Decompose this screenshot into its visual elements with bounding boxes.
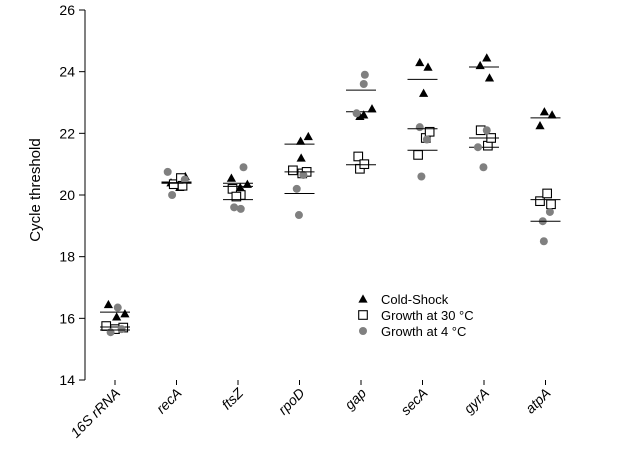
- data-point: [120, 309, 130, 318]
- x-tick-label-gap: gap: [341, 385, 369, 413]
- data-point: [355, 111, 365, 121]
- data-point: [231, 191, 242, 202]
- y-ticks: 14 16 18 20 22 24 26: [59, 2, 85, 388]
- data-point: [180, 175, 189, 184]
- data-point: [359, 80, 368, 88]
- data-point: [475, 60, 485, 70]
- data-point: [482, 126, 491, 135]
- data-point: [484, 73, 495, 82]
- data-point: [113, 303, 122, 312]
- y-tick-label: 18: [59, 249, 75, 265]
- data-point: [535, 196, 545, 207]
- data-point: [547, 110, 557, 119]
- legend-item-growth-at-4-c: Growth at 4 °C: [359, 324, 466, 339]
- legend-item-cold-shock: Cold-Shock: [358, 292, 449, 307]
- data-point: [423, 62, 433, 71]
- y-tick-label: 22: [59, 125, 75, 141]
- y-tick-label: 24: [59, 64, 75, 80]
- legend-marker: [358, 310, 368, 320]
- data-point: [482, 53, 492, 62]
- data-point: [288, 165, 298, 176]
- data-point: [294, 211, 303, 220]
- data-point: [415, 57, 425, 67]
- data-point: [542, 188, 552, 199]
- x-tick-label-rpod: rpoD: [275, 385, 308, 418]
- y-tick-label: 20: [59, 187, 75, 203]
- y-tick-label: 26: [59, 2, 75, 18]
- data-point: [292, 184, 301, 193]
- data-point: [168, 191, 177, 199]
- legend-label: Growth at 30 °C: [381, 308, 474, 323]
- data-point: [535, 121, 545, 130]
- data-point: [545, 207, 554, 216]
- data-point: [299, 170, 308, 179]
- x-ticks: 16S rRNA recA ftsZ rpoD gap secA gyrA atpA: [67, 380, 554, 441]
- data-point: [230, 203, 239, 212]
- data-point: [479, 163, 488, 172]
- data-point: [422, 135, 431, 144]
- x-tick-label-seca: secA: [397, 385, 430, 418]
- y-tick-label: 14: [59, 372, 75, 388]
- data-point: [424, 126, 435, 137]
- data-point: [296, 153, 306, 162]
- series-growth-at-4-c: [100, 70, 561, 337]
- x-tick-label-16s-rrna: 16S rRNA: [67, 385, 123, 441]
- data-point: [112, 312, 122, 321]
- data-point: [226, 173, 236, 182]
- x-tick-label-reca: recA: [153, 385, 185, 417]
- data-point: [106, 328, 115, 337]
- data-point: [353, 151, 364, 162]
- data-point: [367, 104, 377, 113]
- data-point: [539, 107, 549, 116]
- legend-label: Growth at 4 °C: [381, 324, 466, 339]
- plot-area: [100, 53, 561, 337]
- data-point: [360, 70, 369, 79]
- data-point: [413, 150, 423, 160]
- data-point: [303, 131, 313, 141]
- data-point: [539, 237, 548, 246]
- data-point: [473, 143, 482, 152]
- data-point: [103, 299, 113, 309]
- data-point: [117, 325, 126, 334]
- data-point: [163, 167, 172, 176]
- series-growth-at-30-c: [100, 125, 561, 334]
- x-tick-label-gyra: gyrA: [460, 385, 492, 417]
- data-point: [419, 88, 429, 97]
- data-point: [296, 136, 306, 145]
- data-point: [359, 159, 370, 170]
- data-point: [239, 163, 248, 172]
- legend-marker: [359, 327, 367, 335]
- data-point: [417, 172, 426, 181]
- y-axis-title: Cycle threshold: [27, 138, 44, 241]
- x-tick-label-ftsz: ftsZ: [218, 384, 246, 412]
- legend-label: Cold-Shock: [381, 292, 449, 307]
- y-tick-label: 16: [59, 310, 75, 326]
- data-point: [352, 109, 361, 118]
- legend-item-growth-at-30-c: Growth at 30 °C: [358, 308, 474, 323]
- legend-marker: [358, 294, 368, 303]
- data-point: [236, 204, 245, 213]
- data-point: [546, 199, 556, 210]
- data-point: [415, 123, 424, 132]
- x-tick-label-atpa: atpA: [522, 385, 554, 417]
